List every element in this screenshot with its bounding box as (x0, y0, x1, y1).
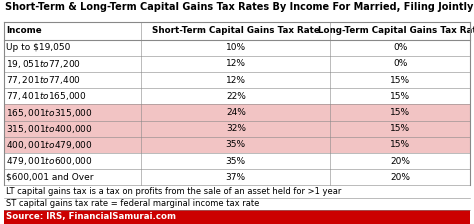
Bar (4, 210, 470, 224)
Text: $19,051 to $77,200: $19,051 to $77,200 (6, 58, 81, 70)
Text: Up to $19,050: Up to $19,050 (6, 43, 71, 52)
Text: $400,001 to $479,000: $400,001 to $479,000 (6, 139, 93, 151)
Text: $77,401 to $165,000: $77,401 to $165,000 (6, 90, 87, 102)
Bar (4, 39, 470, 56)
Text: $77,201 to $77,400: $77,201 to $77,400 (6, 74, 81, 86)
Bar (4, 153, 470, 169)
Text: LT capital gains tax is a tax on profits from the sale of an asset held for >1 y: LT capital gains tax is a tax on profits… (6, 187, 342, 196)
Text: 32%: 32% (226, 124, 246, 133)
Text: 20%: 20% (390, 173, 410, 182)
Text: ST capital gains tax rate = federal marginal income tax rate: ST capital gains tax rate = federal marg… (6, 199, 260, 208)
Text: $479,001 to $600,000: $479,001 to $600,000 (6, 155, 93, 167)
Text: $315,001 to $400,000: $315,001 to $400,000 (6, 123, 93, 135)
Text: 15%: 15% (390, 108, 410, 117)
Text: 15%: 15% (390, 124, 410, 133)
Text: Source: IRS, FinancialSamurai.com: Source: IRS, FinancialSamurai.com (6, 212, 176, 221)
Text: 24%: 24% (226, 108, 246, 117)
Text: 20%: 20% (390, 157, 410, 166)
Text: 15%: 15% (390, 140, 410, 149)
Bar (4, 72, 470, 88)
Text: 22%: 22% (226, 92, 246, 101)
Bar (4, 169, 470, 185)
Text: 12%: 12% (226, 59, 246, 68)
Text: 15%: 15% (390, 75, 410, 85)
Text: 37%: 37% (226, 173, 246, 182)
Bar (4, 56, 470, 72)
Bar (4, 137, 470, 153)
Text: 0%: 0% (393, 59, 408, 68)
Text: Short-Term Capital Gains Tax Rate: Short-Term Capital Gains Tax Rate (152, 26, 319, 35)
Text: $165,001 to $315,000: $165,001 to $315,000 (6, 106, 93, 118)
Bar (4, 88, 470, 104)
Bar (4, 104, 470, 121)
Text: 10%: 10% (226, 43, 246, 52)
Text: Short-Term & Long-Term Capital Gains Tax Rates By Income For Married, Filing Joi: Short-Term & Long-Term Capital Gains Tax… (5, 2, 473, 12)
Text: Long-Term Capital Gains Tax Rate: Long-Term Capital Gains Tax Rate (318, 26, 474, 35)
Text: $600,001 and Over: $600,001 and Over (6, 173, 94, 182)
Text: 0%: 0% (393, 43, 408, 52)
Bar (4, 121, 470, 137)
Text: 35%: 35% (226, 157, 246, 166)
Bar (4, 22, 470, 39)
Text: Income: Income (6, 26, 42, 35)
Text: 35%: 35% (226, 140, 246, 149)
Text: 12%: 12% (226, 75, 246, 85)
Text: 15%: 15% (390, 92, 410, 101)
